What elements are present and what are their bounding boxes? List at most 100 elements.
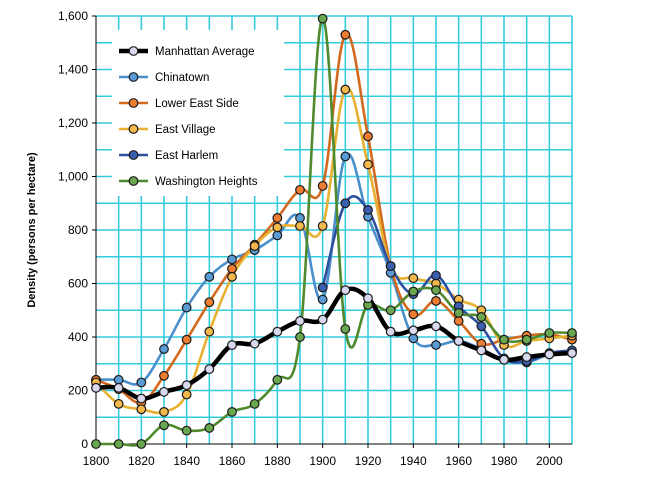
data-point	[340, 285, 351, 296]
legend-label: Washington Heights	[155, 176, 258, 188]
legend-swatch-marker	[128, 98, 139, 108]
data-point	[317, 282, 328, 293]
data-point	[204, 297, 215, 308]
data-point	[113, 398, 124, 409]
x-tick-label: 1840	[173, 454, 200, 468]
data-point	[567, 348, 577, 358]
y-tick-label: 1,200	[58, 116, 88, 130]
data-point	[567, 328, 577, 338]
data-point	[544, 349, 555, 360]
legend-item-manhattan-average: Manhattan Average	[119, 46, 255, 58]
legend-item-lower-east-side: Lower East Side	[119, 98, 239, 110]
x-axis-ticks: 1800 1820 1840 1860 1880 1900 1920 1940 1960 1980…	[83, 444, 563, 468]
data-point	[181, 302, 192, 313]
data-point	[295, 213, 305, 223]
data-point	[453, 316, 464, 326]
data-point	[363, 131, 373, 142]
data-point	[272, 374, 283, 385]
data-point	[295, 316, 305, 326]
series-line-lower-east-side	[94, 32, 574, 405]
x-tick-label: 1940	[400, 454, 427, 468]
data-point	[431, 340, 441, 350]
data-point	[431, 285, 441, 296]
data-point	[340, 29, 351, 40]
legend-item-east-harlem: East Harlem	[119, 150, 218, 162]
x-tick-label: 1860	[219, 454, 246, 468]
data-point	[431, 321, 441, 332]
data-point	[408, 286, 419, 297]
data-point	[295, 184, 305, 195]
data-point	[408, 333, 419, 344]
data-point	[181, 389, 192, 400]
data-point	[181, 425, 192, 436]
data-point	[408, 309, 419, 320]
data-point	[272, 222, 283, 233]
data-point	[227, 340, 237, 350]
legend-box	[112, 30, 284, 196]
data-point	[476, 345, 487, 356]
data-point	[136, 393, 147, 404]
data-point	[453, 308, 464, 318]
data-point	[249, 241, 260, 251]
data-point	[159, 370, 169, 381]
data-point	[113, 439, 124, 449]
data-point	[408, 273, 419, 284]
x-tick-label: 1880	[264, 454, 291, 468]
data-point	[476, 321, 487, 332]
series-line-manhattan-average	[93, 286, 575, 401]
data-point	[340, 84, 351, 95]
data-point	[181, 380, 192, 391]
data-point	[113, 374, 124, 385]
data-point	[363, 159, 373, 170]
data-point	[340, 151, 351, 162]
data-point	[431, 270, 441, 281]
x-tick-label: 1960	[445, 454, 472, 468]
data-point	[91, 439, 101, 449]
legend: Manhattan Average Chinatown Lower East Sid…	[112, 30, 284, 196]
data-point	[113, 382, 124, 393]
y-tick-label: 600	[68, 277, 88, 291]
legend-swatch-marker	[128, 124, 139, 134]
data-point	[159, 407, 169, 417]
data-point	[476, 312, 487, 322]
data-point	[272, 213, 283, 223]
y-tick-label: 1,000	[58, 170, 88, 184]
y-tick-label: 800	[68, 223, 88, 237]
legend-swatch-marker	[128, 46, 139, 56]
data-point	[363, 205, 373, 215]
data-point	[136, 439, 147, 449]
data-point	[204, 271, 215, 282]
legend-label: East Village	[155, 124, 216, 136]
x-tick-label: 2000	[536, 454, 563, 468]
y-axis-ticks: 0 200 400 600 800 1,000 1,200 1,400 1,600	[58, 9, 96, 451]
data-point	[499, 334, 509, 345]
data-point	[499, 354, 509, 365]
legend-swatch-marker	[128, 176, 139, 186]
data-point	[204, 423, 215, 433]
data-point	[159, 420, 169, 431]
x-tick-label: 1820	[128, 454, 155, 468]
data-point	[204, 326, 215, 337]
legend-item-washington-heights: Washington Heights	[119, 176, 258, 188]
y-axis-title: Density (persons per hectare)	[26, 152, 38, 308]
legend-swatch-marker	[128, 72, 139, 82]
x-tick-label: 1800	[83, 454, 110, 468]
x-tick-label: 1900	[309, 454, 336, 468]
data-point	[249, 338, 260, 349]
y-tick-label: 400	[68, 330, 88, 344]
data-point	[385, 326, 396, 337]
y-tick-label: 200	[68, 384, 88, 398]
data-point	[159, 344, 169, 354]
x-tick-label: 1980	[491, 454, 518, 468]
data-point	[363, 293, 373, 304]
data-point	[295, 332, 305, 342]
data-point	[227, 254, 237, 265]
data-point	[431, 295, 441, 306]
data-point	[453, 336, 464, 346]
series-line-east-village	[94, 86, 574, 415]
legend-swatch-marker	[128, 150, 139, 160]
y-tick-label: 0	[81, 437, 88, 451]
data-point	[340, 324, 351, 334]
data-point	[521, 334, 532, 345]
